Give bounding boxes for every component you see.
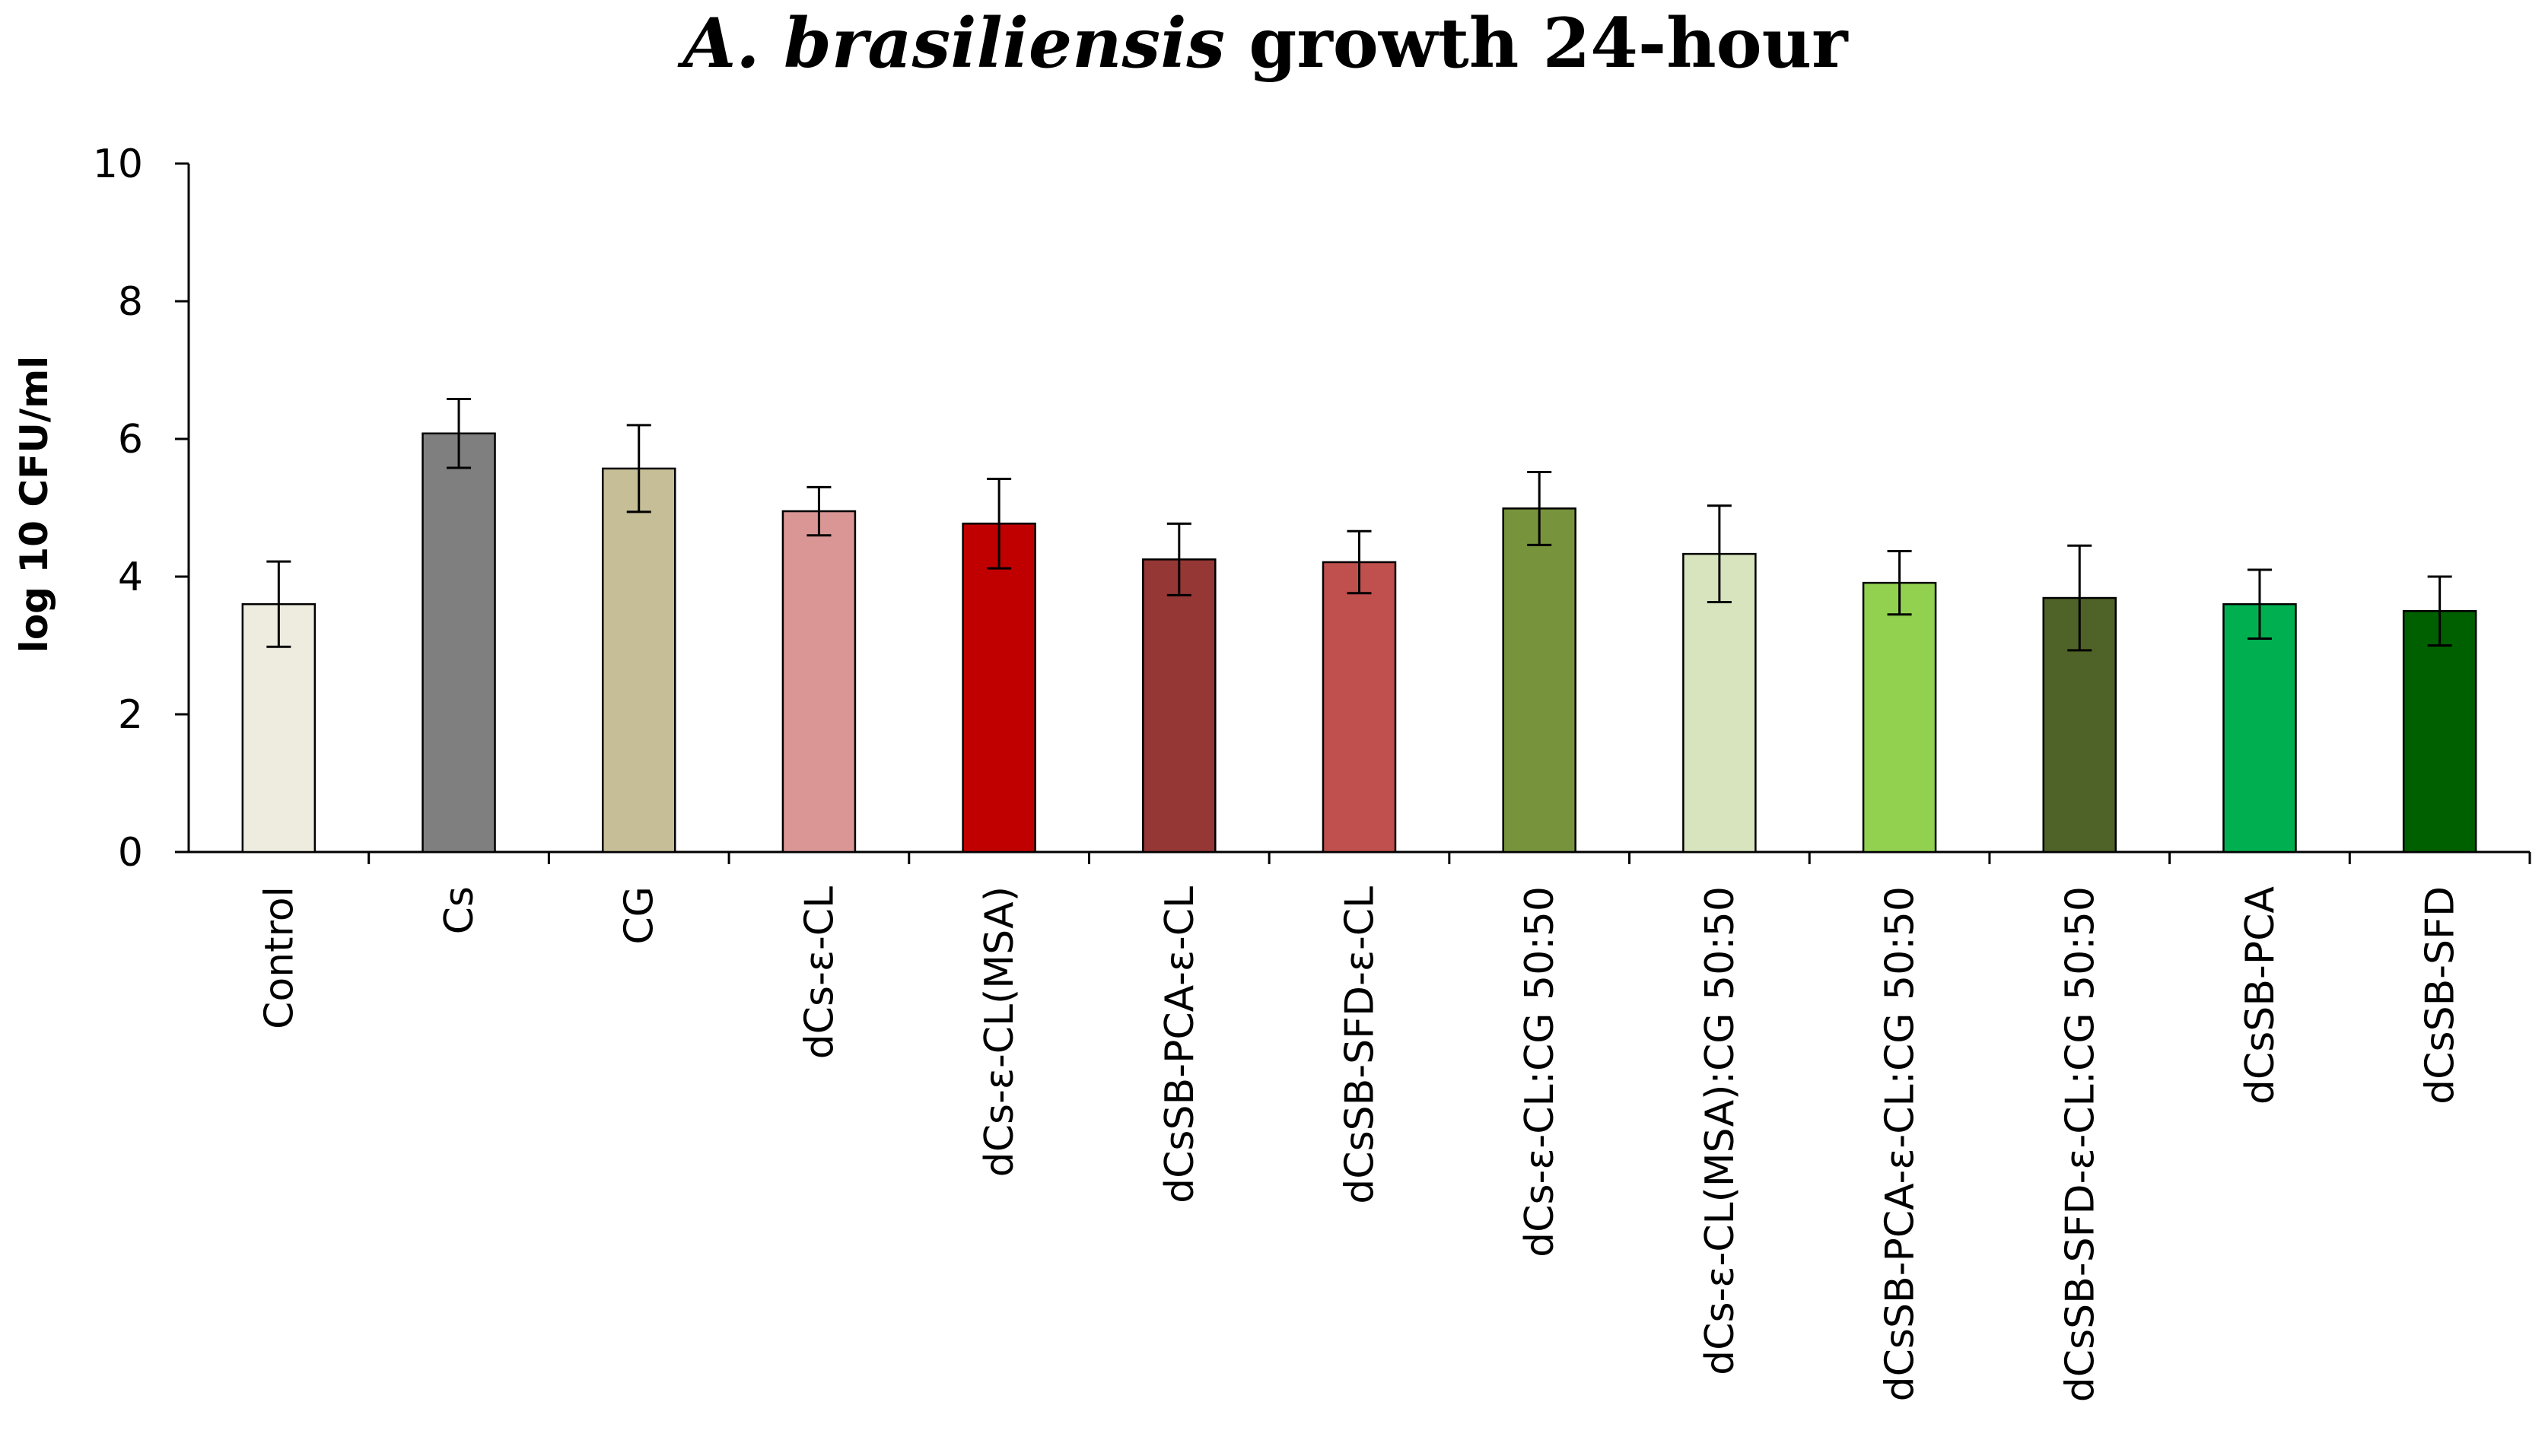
y-tick-label: 2 xyxy=(118,692,143,738)
x-tick-label: dCsSB-PCA-ε-CL xyxy=(1157,886,1203,1203)
bar xyxy=(1862,581,1937,854)
x-tick-label: dCsSB-SFD xyxy=(2418,886,2464,1105)
bar xyxy=(422,432,496,854)
bar xyxy=(2222,602,2297,854)
bar xyxy=(601,467,676,854)
chart-title-italic: A. brasiliensis xyxy=(676,3,1225,84)
chart-title: A. brasiliensis growth 24-hour xyxy=(676,3,1849,84)
chart-title-rest: growth 24-hour xyxy=(1225,3,1849,84)
x-tick-label: dCs-ε-CL(MSA):CG 50:50 xyxy=(1697,886,1743,1375)
bar xyxy=(1682,552,1757,854)
bar xyxy=(2402,610,2477,854)
bar xyxy=(1142,558,1217,854)
bar xyxy=(781,510,857,854)
x-tick-label: dCsSB-SFD-ε-CL xyxy=(1338,886,1383,1204)
x-tick-label: dCs-ε-CL:CG 50:50 xyxy=(1517,886,1563,1257)
y-tick-label: 4 xyxy=(118,555,143,600)
plot-area: 0 2 4 6 8 10 Control Cs CG dCs-ε-CL dCs-ε-CL(MSA) d… xyxy=(93,141,2531,1402)
x-tick-label: Control xyxy=(256,886,302,1029)
y-axis-label: log 10 CFU/ml xyxy=(12,356,56,653)
x-tick-label: dCs-ε-CL xyxy=(797,886,842,1059)
x-tick-label: Cs xyxy=(437,886,482,934)
x-tick-label: dCsSB-PCA-ε-CL:CG 50:50 xyxy=(1878,886,1923,1401)
bar xyxy=(962,523,1036,854)
y-tick-label: 6 xyxy=(118,417,143,463)
y-tick-label: 8 xyxy=(118,279,143,325)
x-tick-label: dCs-ε-CL(MSA) xyxy=(977,886,1023,1177)
x-tick-label: dCsSB-SFD-ε-CL:CG 50:50 xyxy=(2057,886,2103,1402)
bar xyxy=(1322,561,1397,854)
x-tick-label: CG xyxy=(617,886,663,945)
bar xyxy=(241,602,317,854)
x-tick-label: dCsSB-PCA xyxy=(2238,886,2283,1105)
y-tick-label: 10 xyxy=(93,141,143,187)
bar xyxy=(1502,507,1576,854)
y-tick-label: 0 xyxy=(118,830,143,876)
